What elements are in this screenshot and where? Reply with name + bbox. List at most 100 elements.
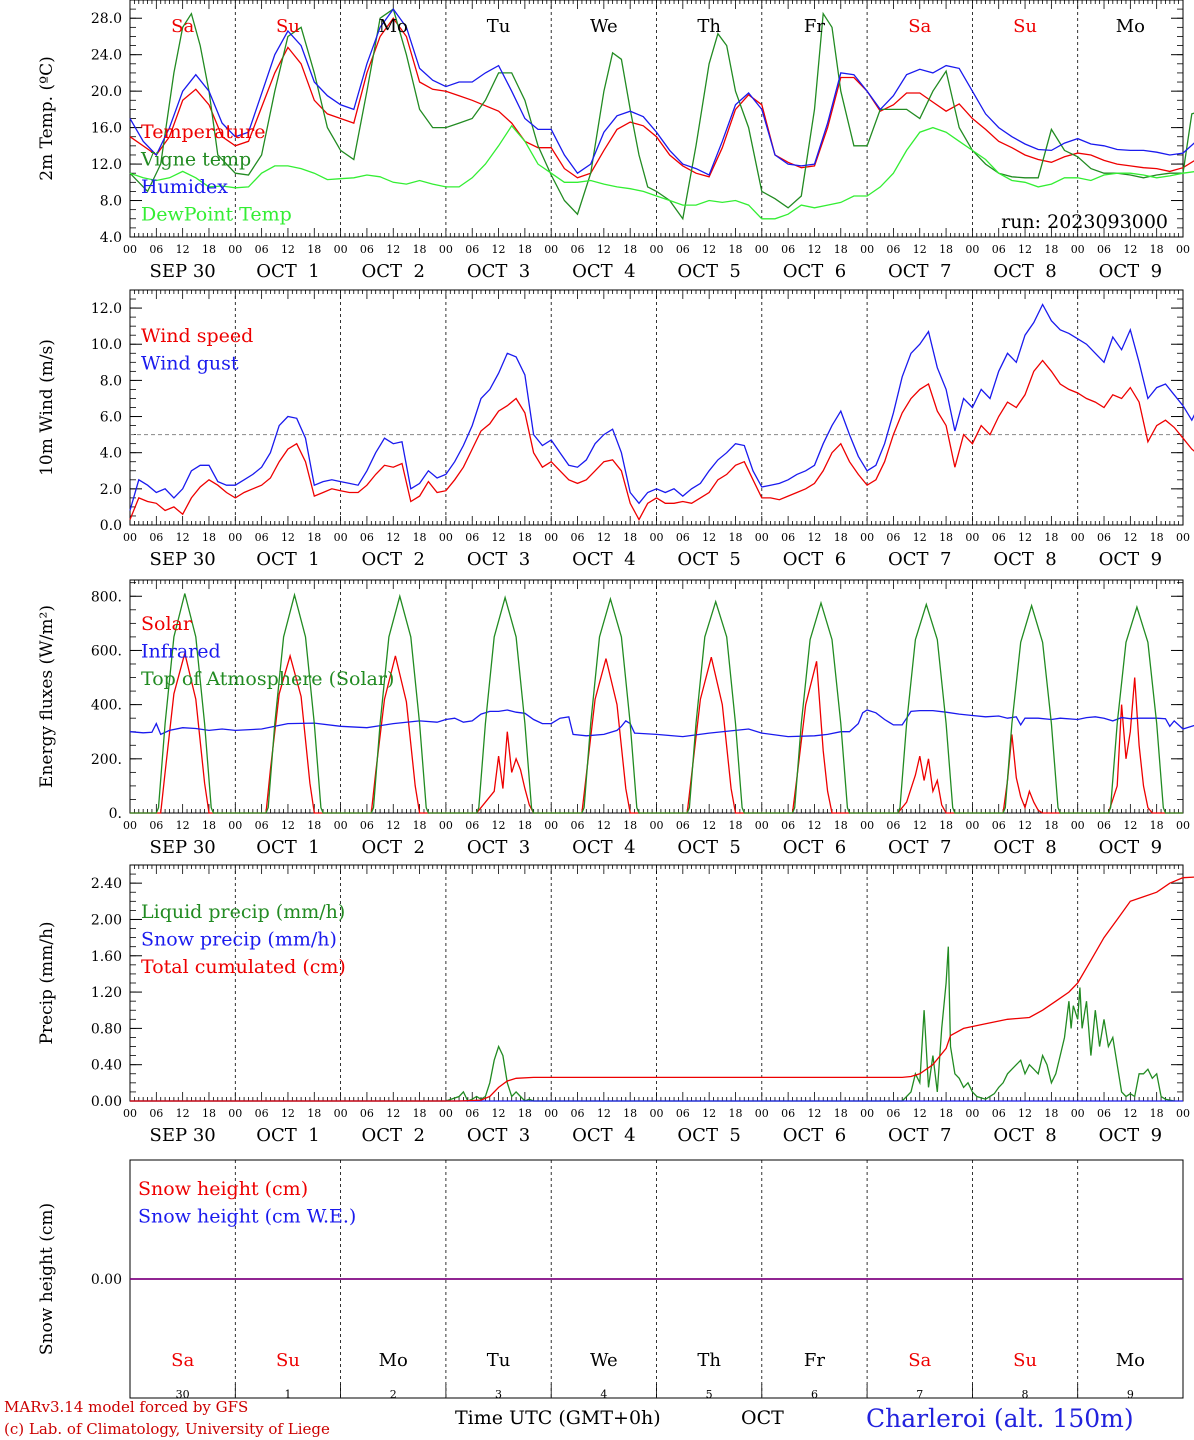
hour-label: 12 bbox=[281, 531, 295, 544]
hour-label: 12 bbox=[597, 1107, 611, 1120]
hour-label: 00 bbox=[1176, 243, 1190, 256]
hour-label: 18 bbox=[728, 531, 742, 544]
panels: 4.08.012.016.020.024.028.02m Temp. (ºC) T… bbox=[37, 0, 1194, 1399]
hour-label: 06 bbox=[781, 819, 795, 832]
y-tick-label: 2.40 bbox=[91, 876, 122, 892]
date-label: OCT 2 bbox=[362, 837, 425, 858]
y-tick-label: 4.0 bbox=[100, 230, 122, 246]
hour-label: 00 bbox=[544, 531, 558, 544]
day-name: Sa bbox=[171, 1350, 194, 1371]
hour-label: 06 bbox=[465, 243, 479, 256]
lab-credit: (c) Lab. of Climatology, University of L… bbox=[4, 1420, 330, 1438]
wind-panel: 0.0 2.0 4.0 6.0 8.0 10.0 12.0 10m Wind (m/s) Win… bbox=[37, 289, 1194, 570]
y-tick-label: 200. bbox=[91, 752, 122, 768]
hour-label: 06 bbox=[465, 819, 479, 832]
date-label: OCT 6 bbox=[783, 261, 846, 282]
date-label: OCT 8 bbox=[993, 261, 1056, 282]
footer-day-number: 8 bbox=[1022, 1388, 1029, 1401]
hour-label: 12 bbox=[1018, 1107, 1032, 1120]
date-label: OCT 4 bbox=[572, 1125, 635, 1146]
hour-label: 12 bbox=[597, 243, 611, 256]
y-tick-label: 400. bbox=[91, 698, 122, 714]
date-label: OCT 6 bbox=[783, 1125, 846, 1146]
date-label: OCT 7 bbox=[888, 261, 951, 282]
day-name: Fr bbox=[804, 1350, 825, 1371]
series-line-vigne-temp bbox=[129, 8, 1194, 221]
hour-label: 06 bbox=[886, 1107, 900, 1120]
hour-label: 12 bbox=[281, 819, 295, 832]
hour-label: 06 bbox=[886, 243, 900, 256]
hour-label: 00 bbox=[860, 243, 874, 256]
hour-label: 06 bbox=[571, 819, 585, 832]
hour-label: 12 bbox=[913, 1107, 927, 1120]
hour-label: 18 bbox=[834, 1107, 848, 1120]
y-tick-label: 0.00 bbox=[91, 1272, 122, 1288]
y-tick-label: 2.00 bbox=[91, 912, 122, 928]
hour-label: 12 bbox=[597, 531, 611, 544]
hour-label: 18 bbox=[518, 819, 532, 832]
x-ticks bbox=[129, 865, 1184, 1101]
hour-label: 00 bbox=[650, 1107, 664, 1120]
legend-entry: Infrared bbox=[141, 641, 221, 663]
legend-entry: Snow height (cm W.E.) bbox=[138, 1206, 356, 1228]
series-line-wind-speed bbox=[129, 359, 1194, 521]
hour-label: 12 bbox=[1123, 819, 1137, 832]
day-name: Su bbox=[276, 16, 300, 37]
hour-label: 06 bbox=[781, 531, 795, 544]
day-name: Mo bbox=[379, 1350, 408, 1371]
hour-label: 00 bbox=[755, 819, 769, 832]
hour-label: 18 bbox=[413, 531, 427, 544]
legend-entry: Humidex bbox=[141, 176, 228, 198]
month-label: OCT bbox=[741, 1407, 784, 1429]
date-label: SEP 30 bbox=[150, 549, 216, 570]
hour-label: 12 bbox=[386, 1107, 400, 1120]
footer-day-number: 9 bbox=[1127, 1388, 1134, 1401]
hour-label: 00 bbox=[860, 1107, 874, 1120]
legend-entry: DewPoint Temp bbox=[141, 204, 292, 226]
day-name: Mo bbox=[379, 16, 408, 37]
y-ticks: 0.0 2.0 4.0 6.0 8.0 10.0 12.0 bbox=[91, 289, 1183, 534]
hour-label: 12 bbox=[913, 819, 927, 832]
hour-label: 12 bbox=[1018, 531, 1032, 544]
hour-label: 00 bbox=[1071, 1107, 1085, 1120]
legend-entry: Wind speed bbox=[141, 325, 253, 347]
y-axis-title: Precip (mm/h) bbox=[37, 921, 57, 1044]
hour-label: 18 bbox=[413, 819, 427, 832]
y-ticks: 0.00 bbox=[91, 1272, 1183, 1288]
date-label: OCT 9 bbox=[1099, 261, 1162, 282]
y-tick-label: 8.0 bbox=[100, 373, 122, 389]
hour-label: 06 bbox=[676, 243, 690, 256]
hour-label: 00 bbox=[755, 1107, 769, 1120]
date-label: OCT 1 bbox=[256, 1125, 319, 1146]
hour-label: 00 bbox=[439, 531, 453, 544]
hour-label: 06 bbox=[781, 1107, 795, 1120]
y-tick-label: 10.0 bbox=[91, 337, 122, 353]
hour-label: 00 bbox=[228, 819, 242, 832]
hour-label: 18 bbox=[1044, 531, 1058, 544]
hour-label: 00 bbox=[755, 243, 769, 256]
date-label: OCT 4 bbox=[572, 261, 635, 282]
series-line-wind-gust bbox=[129, 303, 1194, 511]
legend-entry: Temperature bbox=[141, 121, 265, 143]
hour-label: 00 bbox=[334, 819, 348, 832]
y-tick-label: 0.80 bbox=[91, 1021, 122, 1037]
y-tick-label: 0.00 bbox=[91, 1094, 122, 1110]
hour-label: 18 bbox=[202, 531, 216, 544]
date-labels: SEP 30 OCT 1 OCT 2 OCT 3 OCT 4 OCT 5 OCT 6 OCT … bbox=[150, 261, 1163, 282]
hour-label: 18 bbox=[202, 819, 216, 832]
y-axis-title: Energy fluxes (W/m²) bbox=[37, 605, 57, 788]
station-name: Charleroi (alt. 150m) bbox=[866, 1404, 1134, 1433]
y-tick-label: 16.0 bbox=[91, 121, 122, 137]
date-label: OCT 5 bbox=[677, 549, 740, 570]
legend-entry: Liquid precip (mm/h) bbox=[141, 901, 345, 923]
date-label: SEP 30 bbox=[150, 1125, 216, 1146]
hour-label: 18 bbox=[623, 819, 637, 832]
hour-label: 18 bbox=[307, 819, 321, 832]
date-label: OCT 9 bbox=[1099, 549, 1162, 570]
hour-label: 00 bbox=[1071, 531, 1085, 544]
model-credit: MARv3.14 model forced by GFS bbox=[4, 1398, 248, 1416]
hour-label: 06 bbox=[676, 531, 690, 544]
hour-label: 12 bbox=[1123, 531, 1137, 544]
hour-label: 00 bbox=[334, 243, 348, 256]
hour-label: 18 bbox=[307, 243, 321, 256]
